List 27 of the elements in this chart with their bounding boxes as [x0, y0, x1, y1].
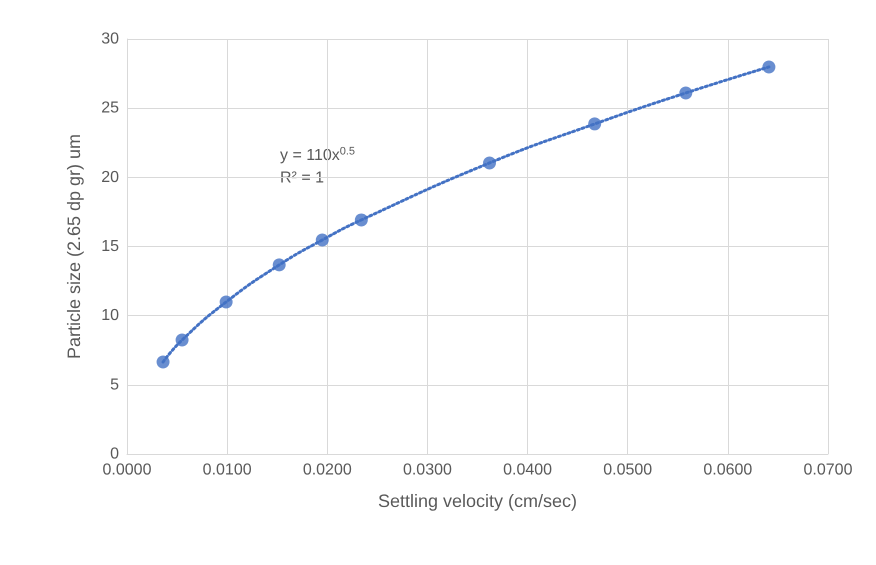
y-tick-label: 10 — [101, 307, 120, 324]
x-tick-label: 0.0100 — [202, 462, 252, 478]
point — [272, 258, 286, 272]
y-axis-title: Particle size (2.65 dp gr) um — [64, 134, 84, 360]
y-tick-label: 25 — [101, 100, 120, 117]
y-tick-label: 5 — [110, 376, 120, 394]
y-tick-label: 0 — [110, 446, 120, 462]
x-tick-label: 0.0600 — [703, 462, 752, 478]
x-tick-label: 0.0500 — [603, 462, 652, 478]
point — [762, 60, 776, 74]
x-tick-label: 0.0700 — [804, 462, 853, 478]
point — [316, 234, 329, 246]
x-tick-label: 0.0000 — [102, 462, 152, 478]
point — [220, 295, 233, 308]
x-tick-label: 0.0300 — [402, 462, 452, 478]
point — [176, 334, 189, 347]
point — [679, 86, 692, 100]
point — [588, 117, 602, 130]
y-tick-label: 20 — [101, 168, 120, 186]
point — [354, 213, 368, 226]
point — [156, 356, 170, 369]
x-axis-title: Settling velocity (cm/sec) — [378, 491, 578, 511]
point — [483, 156, 496, 170]
y-tick-label: 15 — [101, 238, 120, 255]
y-tick-label: 30 — [101, 30, 120, 48]
x-tick-label: 0.0400 — [503, 462, 552, 478]
x-tick-label: 0.0200 — [302, 462, 352, 478]
